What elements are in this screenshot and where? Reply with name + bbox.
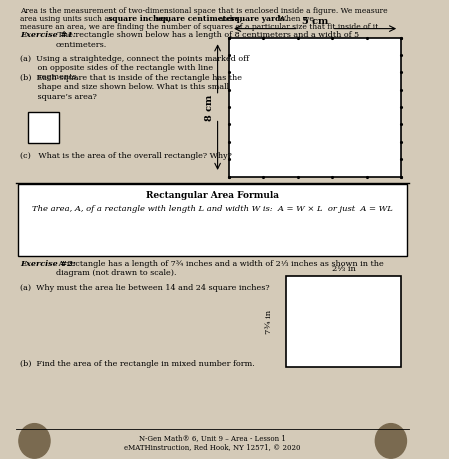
Text: 8 cm: 8 cm [205, 95, 214, 121]
Text: The rectangle shown below has a length of 8 centimeters and a width of 5
centime: The rectangle shown below has a length o… [55, 31, 360, 49]
Text: (b)  Each square that is inside of the rectangle has the
       shape and size s: (b) Each square that is inside of the re… [20, 74, 242, 101]
Text: Area is the measurement of two-dimensional space that is enclosed inside a figur: Area is the measurement of two-dimension… [20, 7, 388, 15]
Bar [286, 276, 401, 367]
Text: 2⅓ in: 2⅓ in [332, 265, 356, 273]
Text: N-Gen Math® 6, Unit 9 – Area - Lesson 1
eMATHinstruction, Red Hook, NY 12571, © : N-Gen Math® 6, Unit 9 – Area - Lesson 1 … [124, 433, 301, 450]
Bar [229, 39, 401, 177]
Text: Rectangular Area Formula: Rectangular Area Formula [146, 191, 279, 200]
Text: (a)  Using a straightedge, connect the points marked off
       on opposite side: (a) Using a straightedge, connect the po… [20, 55, 249, 81]
Text: (a)  Why must the area lie between 14 and 24 square inches?: (a) Why must the area lie between 14 and… [20, 284, 270, 292]
Text: (c)   What is the area of the overall rectangle? Why?: (c) What is the area of the overall rect… [20, 152, 232, 160]
Text: 5 cm: 5 cm [302, 17, 328, 26]
Text: A rectangle has a length of 7¾ inches and a width of 2⅓ inches as shown in the
d: A rectangle has a length of 7¾ inches an… [56, 259, 384, 276]
Text: (b)  Find the area of the rectangle in mixed number form.: (b) Find the area of the rectangle in mi… [20, 359, 255, 367]
Text: The area, A, of a rectangle with length L and width W is:  A = W × L  or just  A: The area, A, of a rectangle with length … [32, 204, 393, 213]
Text: and: and [219, 15, 233, 23]
Circle shape [19, 424, 50, 458]
Circle shape [375, 424, 406, 458]
Text: square inches,: square inches, [108, 15, 171, 23]
Text: Exercise #2:: Exercise #2: [20, 259, 76, 267]
Text: area using units such as: area using units such as [20, 15, 115, 23]
Text: 7¾ in: 7¾ in [265, 309, 273, 334]
Text: Exercise #1:: Exercise #1: [20, 31, 76, 39]
Text: square centimeters,: square centimeters, [156, 15, 242, 23]
FancyBboxPatch shape [18, 185, 407, 257]
Text: square yards.: square yards. [230, 15, 287, 23]
Text: measure an area, we are finding the number of squares of a particular size that : measure an area, we are finding the numb… [20, 23, 381, 31]
Text: When we: When we [276, 15, 314, 23]
Bar [28, 112, 59, 144]
